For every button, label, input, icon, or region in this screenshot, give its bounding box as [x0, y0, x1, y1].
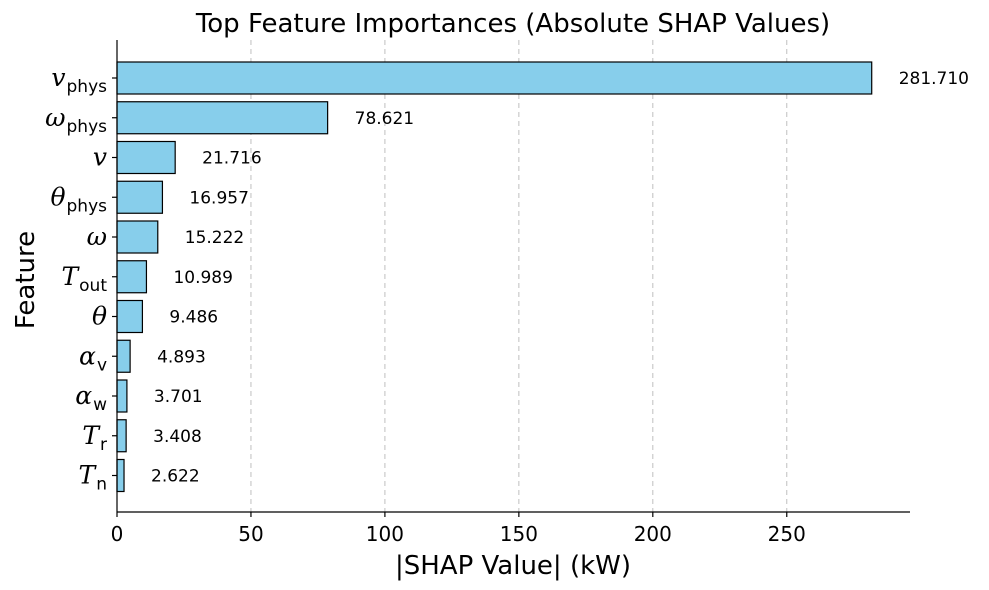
y-tick-label: ωphys — [45, 103, 107, 137]
data-label: 10.989 — [173, 268, 232, 288]
y-tick-label: vphys — [51, 63, 107, 97]
bar — [116, 101, 329, 135]
x-axis-label: |SHAP Value| (kW) — [395, 551, 631, 581]
bar — [116, 458, 125, 493]
x-tick-label: 250 — [768, 522, 806, 546]
bar — [116, 419, 127, 453]
chart-title: Top Feature Importances (Absolute SHAP V… — [195, 9, 830, 39]
y-tick-label: αw — [75, 381, 107, 415]
grid-lines — [250, 40, 788, 512]
y-tick-label: θ — [92, 302, 107, 331]
y-axis-category-labels: vphys ωphys v θphys ω Tout θ αv αw Tr Tn — [45, 63, 117, 495]
data-label: 9.486 — [169, 308, 218, 328]
data-label: 21.716 — [202, 149, 261, 169]
bar — [116, 180, 164, 214]
x-tick-label: 200 — [634, 522, 672, 546]
x-axis-ticks: 0 50 100 150 200 250 — [111, 512, 806, 546]
y-tick-label: Tout — [61, 262, 107, 296]
data-label: 78.621 — [355, 109, 414, 129]
y-tick-label: ω — [87, 222, 107, 251]
y-tick-label: Tn — [79, 461, 107, 495]
data-label: 3.408 — [153, 427, 202, 447]
y-tick-label: θphys — [50, 182, 107, 216]
data-label: 16.957 — [189, 188, 248, 208]
x-tick-label: 0 — [111, 522, 124, 546]
y-tick-label: Tr — [82, 421, 107, 455]
x-tick-label: 50 — [238, 522, 263, 546]
axes — [116, 40, 910, 513]
bar — [116, 140, 176, 175]
data-label: 2.622 — [151, 467, 200, 487]
y-axis-label: Feature — [11, 231, 41, 329]
y-tick-label: v — [93, 143, 107, 172]
bar — [116, 379, 128, 413]
data-label: 4.893 — [157, 347, 206, 367]
bars — [116, 61, 873, 493]
data-label: 281.710 — [899, 69, 969, 89]
bar — [116, 220, 159, 254]
bar — [116, 339, 131, 373]
bar — [116, 61, 873, 95]
bar — [116, 260, 148, 294]
data-label: 3.701 — [154, 387, 203, 407]
data-label: 15.222 — [185, 228, 244, 248]
x-tick-label: 100 — [366, 522, 404, 546]
x-tick-label: 150 — [500, 522, 538, 546]
y-tick-label: αv — [79, 341, 107, 375]
value-labels: 281.710 78.621 21.716 16.957 15.222 10.989 9.4… — [151, 69, 969, 487]
bar — [116, 299, 144, 334]
